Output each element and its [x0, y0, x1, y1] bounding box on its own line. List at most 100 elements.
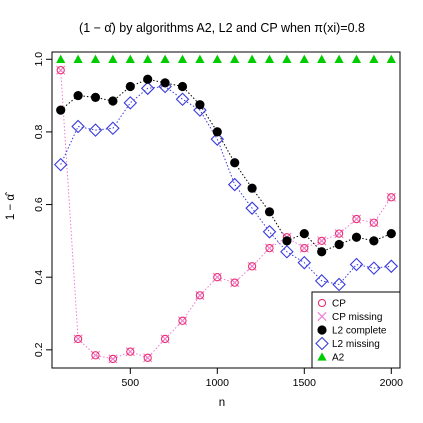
point-l2-missing — [71, 119, 85, 134]
y-tick-label: 0.6 — [33, 197, 45, 212]
point-cp-missing — [177, 316, 188, 326]
point-l2-missing — [193, 103, 207, 117]
point-a2 — [108, 54, 118, 63]
point-cp-missing — [247, 261, 257, 271]
point-cp — [265, 243, 274, 253]
point-a2 — [317, 54, 327, 63]
point-a2 — [282, 54, 292, 63]
point-l2-missing — [175, 92, 190, 106]
point-l2-complete — [177, 81, 188, 92]
chart-title: (1 − α̂) by algorithms A2, L2 and CP whe… — [79, 21, 365, 35]
legend-label-l2-missing: L2 missing — [332, 339, 380, 350]
point-cp-missing — [212, 272, 222, 282]
point-cp — [387, 193, 396, 202]
point-l2-missing — [384, 259, 399, 274]
point-l2-missing — [367, 261, 381, 275]
point-a2 — [369, 54, 379, 63]
point-l2-complete — [56, 105, 66, 115]
point-cp-missing — [317, 236, 327, 246]
point-l2-complete — [386, 229, 396, 239]
point-cp-missing — [369, 218, 379, 228]
point-a2 — [160, 54, 170, 63]
point-a2 — [230, 54, 240, 63]
point-a2 — [56, 54, 66, 63]
point-a2 — [73, 54, 83, 63]
point-cp — [195, 291, 205, 300]
point-l2-missing — [227, 177, 242, 192]
legend-label-cp-missing: CP missing — [332, 312, 382, 323]
point-cp — [73, 334, 83, 344]
point-l2-complete — [195, 100, 205, 110]
y-axis-label: 1 − α̂ — [5, 192, 17, 220]
point-l2-missing — [297, 255, 312, 270]
point-l2-missing — [123, 96, 138, 110]
point-l2-complete — [160, 78, 170, 88]
series-line-l2-missing — [60, 85, 392, 286]
x-axis-label: n — [219, 397, 225, 409]
point-l2-complete — [369, 236, 379, 246]
y-tick-label: 0.4 — [33, 270, 45, 285]
point-a2 — [177, 54, 188, 63]
point-l2-complete — [282, 236, 292, 246]
point-l2-missing — [245, 201, 259, 215]
point-l2-complete — [317, 247, 327, 257]
point-l2-complete — [247, 183, 257, 193]
point-cp-missing — [351, 214, 362, 224]
point-a2 — [212, 54, 222, 63]
point-l2-complete — [299, 229, 309, 239]
legend-marker-cp — [317, 298, 327, 308]
point-cp-missing — [160, 334, 170, 344]
y-tick-label: 1.0 — [33, 52, 45, 67]
data-points — [53, 54, 399, 364]
point-a2 — [299, 54, 309, 63]
point-l2-missing — [262, 225, 277, 239]
point-l2-complete — [351, 232, 362, 242]
point-l2-complete — [90, 92, 101, 103]
legend-marker-l2-complete — [317, 325, 327, 335]
point-cp-missing — [264, 243, 275, 253]
point-l2-complete — [230, 158, 240, 168]
point-a2 — [334, 54, 344, 63]
legend-label-cp: CP — [332, 299, 346, 310]
point-l2-missing — [88, 123, 103, 137]
point-cp — [143, 353, 152, 362]
point-cp — [108, 354, 118, 364]
point-a2 — [90, 54, 101, 63]
point-cp — [317, 236, 326, 246]
x-tick-label: 1500 — [293, 377, 317, 389]
legend-marker-cp-missing — [317, 311, 327, 322]
point-cp-missing — [299, 243, 309, 253]
legend-marker-a2 — [317, 352, 327, 361]
point-a2 — [351, 54, 362, 63]
x-tick-label: 2000 — [380, 377, 404, 389]
point-a2 — [386, 54, 396, 63]
legend-box — [311, 291, 401, 369]
point-cp — [334, 229, 344, 238]
point-l2-complete — [212, 127, 222, 137]
legend-label-a2: A2 — [332, 353, 345, 364]
point-l2-missing — [332, 277, 346, 292]
point-cp-missing — [334, 229, 344, 239]
plot-frame — [51, 51, 401, 369]
point-cp-missing — [90, 350, 101, 360]
point-l2-complete — [143, 74, 153, 84]
x-tick-label: 500 — [122, 377, 140, 389]
point-l2-complete — [73, 90, 83, 101]
point-a2 — [247, 54, 257, 63]
point-l2-complete — [108, 96, 118, 106]
point-l2-missing — [106, 121, 120, 136]
legend-marker-l2-missing — [315, 336, 329, 351]
point-l2-missing — [53, 157, 68, 172]
point-l2-complete — [264, 207, 275, 217]
point-cp — [91, 351, 100, 360]
point-cp — [213, 273, 222, 282]
point-cp-missing — [230, 278, 240, 288]
legend: CP CP missing L2 complete L2 missing A2 — [311, 291, 401, 369]
point-cp — [369, 218, 379, 227]
point-l2-missing — [210, 132, 225, 146]
point-l2-complete — [125, 81, 135, 92]
legend-label-l2-complete: L2 complete — [332, 326, 387, 337]
point-cp-missing — [195, 290, 205, 300]
point-a2 — [125, 54, 135, 63]
